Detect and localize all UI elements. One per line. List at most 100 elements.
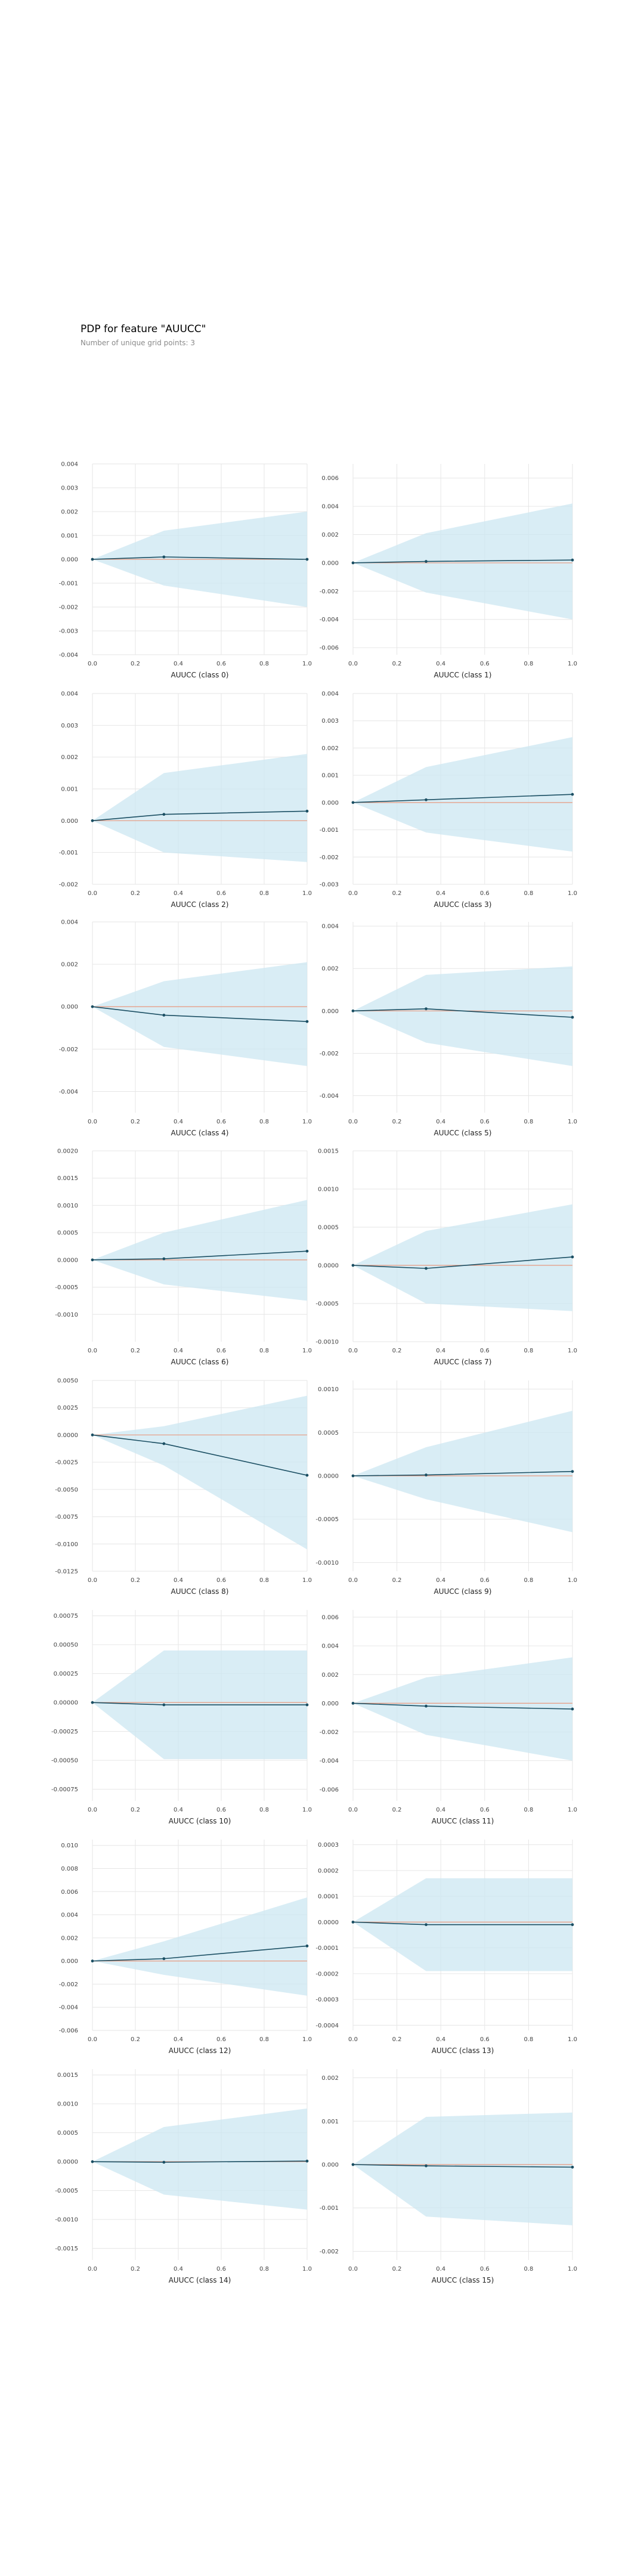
x-tick-label: 0.2 (131, 1348, 140, 1354)
x-tick-label: 0.2 (392, 1577, 402, 1584)
x-tick-label: 0.0 (88, 661, 97, 667)
x-tick-label: 0.0 (88, 890, 97, 897)
y-tick-label: 0.00025 (54, 1671, 78, 1677)
y-tick-label: -0.004 (320, 1758, 339, 1764)
pdp-panel-class-1: 0.0 0.2 0.4 0.6 0.8 1.0 0.006 0.004 0.002 0.000 -0… (320, 464, 577, 679)
x-tick-label: 1.0 (568, 1807, 577, 1813)
confidence-band (353, 1657, 572, 1761)
x-tick-label: 0.8 (524, 2036, 533, 2043)
x-tick-label: 0.8 (524, 661, 533, 667)
pdp-panel-class-13: 0.0 0.2 0.4 0.6 0.8 1.0 0.0003 0.0002 0.0001 0.00… (315, 1840, 577, 2055)
pdp-point (351, 1009, 355, 1013)
y-tick-label: 0.00050 (54, 1642, 78, 1649)
y-tick-label: 0.001 (61, 533, 78, 540)
y-tick-label: 0.0000 (57, 1257, 78, 1264)
x-axis-label: AUUCC (class 15) (432, 2276, 494, 2284)
y-tick-label: 0.0003 (318, 1842, 339, 1849)
x-tick-label: 0.8 (259, 2036, 269, 2043)
y-tick-label: 0.000 (61, 1004, 78, 1011)
y-tick-label: 0.0015 (57, 1175, 78, 1182)
pdp-point (571, 1015, 574, 1019)
confidence-band (353, 2112, 572, 2225)
x-tick-label: 0.0 (348, 1807, 358, 1813)
pdp-panel-class-5: 0.0 0.2 0.4 0.6 0.8 1.0 0.004 0.002 0.000 -0.002 -… (320, 922, 577, 1137)
x-tick-label: 0.8 (259, 2266, 269, 2272)
y-tick-label: -0.00050 (51, 1758, 78, 1764)
y-tick-label: -0.0125 (55, 1569, 78, 1575)
pdp-point (91, 558, 94, 561)
x-axis-label: AUUCC (class 7) (434, 1358, 492, 1366)
pdp-point (91, 1433, 94, 1436)
y-tick-label: 0.0001 (318, 1894, 339, 1900)
y-tick-label: 0.0015 (318, 1148, 339, 1155)
y-tick-label: -0.006 (320, 645, 339, 652)
x-tick-label: 0.4 (174, 2266, 183, 2272)
x-tick-label: 0.8 (524, 1577, 533, 1584)
pdp-point (162, 2160, 166, 2164)
pdp-panel-class-10: 0.0 0.2 0.4 0.6 0.8 1.0 0.00075 0.00050 0.00025 0… (51, 1610, 312, 1825)
y-tick-label: -0.0015 (55, 2246, 78, 2252)
y-tick-label: -0.0010 (315, 1560, 339, 1566)
x-tick-label: 0.4 (436, 661, 445, 667)
x-tick-label: 0.2 (392, 1348, 402, 1354)
pdp-point (305, 1473, 309, 1477)
pdp-point (351, 1920, 355, 1924)
pdp-point (425, 1007, 428, 1011)
y-tick-label: -0.003 (320, 882, 339, 888)
y-tick-label: 0.002 (321, 2075, 339, 2082)
confidence-band (92, 754, 307, 862)
x-tick-label: 0.2 (392, 1807, 402, 1813)
y-tick-label: 0.0000 (318, 1263, 339, 1270)
x-tick-label: 0.6 (480, 1577, 490, 1584)
pdp-point (351, 1474, 355, 1478)
x-tick-label: 0.8 (524, 2266, 533, 2272)
y-tick-label: 0.000 (61, 818, 78, 825)
confidence-band (92, 1395, 307, 1550)
x-tick-label: 1.0 (302, 1119, 312, 1125)
y-tick-label: 0.002 (321, 532, 339, 538)
pdp-point (305, 558, 309, 561)
y-tick-label: 0.010 (61, 1843, 78, 1849)
y-tick-label: 0.0002 (318, 1868, 339, 1874)
pdp-panel-class-3: 0.0 0.2 0.4 0.6 0.8 1.0 0.004 0.003 0.002 0.001 0.… (320, 691, 577, 909)
y-tick-label: -0.002 (59, 1046, 78, 1053)
pdp-point (351, 801, 355, 804)
x-tick-label: 0.2 (392, 890, 402, 897)
x-tick-label: 0.8 (259, 1807, 269, 1813)
x-tick-label: 0.4 (174, 661, 183, 667)
confidence-band (92, 1200, 307, 1301)
y-tick-label: -0.006 (59, 2028, 78, 2035)
x-tick-label: 0.4 (436, 2036, 445, 2043)
x-tick-label: 0.2 (131, 890, 140, 897)
x-axis-label: AUUCC (class 12) (169, 2046, 231, 2055)
x-tick-label: 0.6 (216, 2266, 226, 2272)
y-tick-label: 0.0005 (57, 2130, 78, 2137)
y-tick-label: -0.004 (59, 1089, 78, 1095)
x-tick-label: 0.0 (348, 1577, 358, 1584)
x-tick-label: 0.2 (392, 661, 402, 667)
y-tick-label: 0.00075 (54, 1613, 78, 1620)
confidence-band (92, 1897, 307, 1996)
x-tick-label: 1.0 (302, 1348, 312, 1354)
pdp-point (305, 809, 309, 813)
pdp-panel-class-6: 0.0 0.2 0.4 0.6 0.8 1.0 0.0020 0.0015 0.0010 0.00… (55, 1148, 312, 1367)
pdp-point (305, 1703, 309, 1707)
x-axis-label: AUUCC (class 8) (171, 1587, 229, 1596)
y-tick-label: -0.0003 (315, 1997, 339, 2004)
x-tick-label: 0.8 (259, 1119, 269, 1125)
x-tick-label: 0.0 (88, 1807, 97, 1813)
y-tick-label: -0.002 (320, 1051, 339, 1057)
y-tick-label: 0.003 (61, 485, 78, 492)
x-tick-label: 1.0 (568, 661, 577, 667)
pdp-panel-class-11: 0.0 0.2 0.4 0.6 0.8 1.0 0.006 0.004 0.002 0.000 -0… (320, 1610, 577, 1825)
x-tick-label: 0.4 (174, 1119, 183, 1125)
pdp-point (91, 819, 94, 822)
pdp-panel-class-15: 0.0 0.2 0.4 0.6 0.8 1.0 0.002 0.001 0.000 -0.001 -… (320, 2069, 577, 2284)
y-tick-label: 0.0005 (318, 1225, 339, 1231)
x-tick-label: 0.0 (348, 1348, 358, 1354)
y-tick-label: -0.002 (320, 589, 339, 595)
x-tick-label: 0.8 (259, 1348, 269, 1354)
pdp-point (162, 1257, 166, 1261)
y-tick-label: -0.006 (320, 1787, 339, 1793)
